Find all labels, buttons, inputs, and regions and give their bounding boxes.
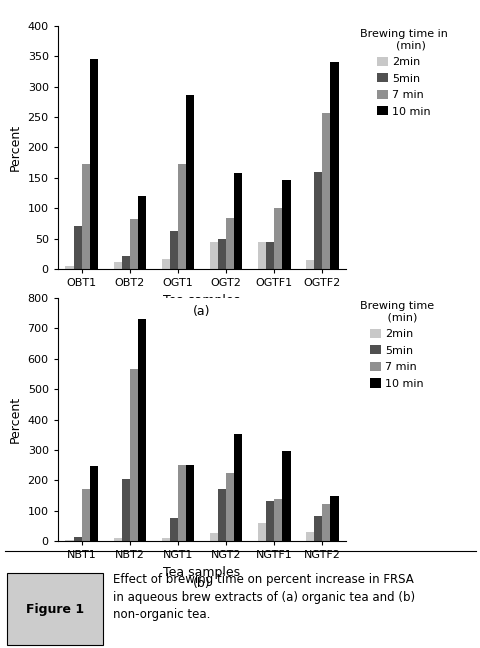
Y-axis label: Percent: Percent (9, 396, 22, 443)
Bar (265, 501, 274, 541)
Bar (186, 465, 194, 541)
Bar (169, 518, 178, 541)
Bar (274, 208, 282, 269)
Bar (305, 260, 313, 269)
Bar (234, 434, 242, 541)
Bar (161, 259, 169, 269)
Text: (b): (b) (193, 577, 210, 590)
Bar (322, 113, 330, 269)
Bar (305, 532, 313, 541)
Bar (130, 369, 138, 541)
Bar (234, 173, 242, 269)
Bar (65, 266, 73, 269)
Bar (282, 179, 290, 269)
Bar (169, 231, 178, 269)
Y-axis label: Percent: Percent (9, 124, 22, 171)
Bar (257, 242, 265, 269)
Bar (209, 242, 217, 269)
Bar (226, 218, 234, 269)
Bar (313, 172, 322, 269)
Text: (a): (a) (193, 305, 210, 318)
Bar (209, 533, 217, 541)
Bar (82, 165, 90, 269)
Bar (65, 540, 73, 541)
Bar (330, 496, 338, 541)
Text: Effect of brewing time on percent increase in FRSA
in aqueous brew extracts of (: Effect of brewing time on percent increa… (113, 573, 414, 621)
Bar (322, 503, 330, 541)
Bar (90, 466, 98, 541)
Bar (178, 165, 186, 269)
Bar (121, 479, 130, 541)
Bar (282, 452, 290, 541)
Bar (138, 196, 146, 269)
Bar (217, 238, 226, 269)
Text: Figure 1: Figure 1 (26, 603, 84, 616)
Bar (161, 538, 169, 541)
Bar (274, 499, 282, 541)
Legend: 2min, 5min, 7 min, 10 min: 2min, 5min, 7 min, 10 min (357, 299, 435, 391)
Bar (130, 219, 138, 269)
Bar (313, 516, 322, 541)
Bar (265, 242, 274, 269)
Bar (73, 537, 82, 541)
Bar (186, 95, 194, 269)
X-axis label: Tea samples: Tea samples (163, 566, 240, 579)
X-axis label: Tea samples: Tea samples (163, 294, 240, 307)
Bar (217, 489, 226, 541)
Bar (113, 262, 121, 269)
Bar (73, 226, 82, 269)
Bar (82, 489, 90, 541)
Legend: 2min, 5min, 7 min, 10 min: 2min, 5min, 7 min, 10 min (357, 27, 449, 119)
Bar (178, 465, 186, 541)
Bar (113, 538, 121, 541)
Bar (121, 255, 130, 269)
Bar (330, 62, 338, 269)
Bar (90, 60, 98, 269)
Bar (138, 319, 146, 541)
Bar (257, 523, 265, 541)
Bar (226, 473, 234, 541)
